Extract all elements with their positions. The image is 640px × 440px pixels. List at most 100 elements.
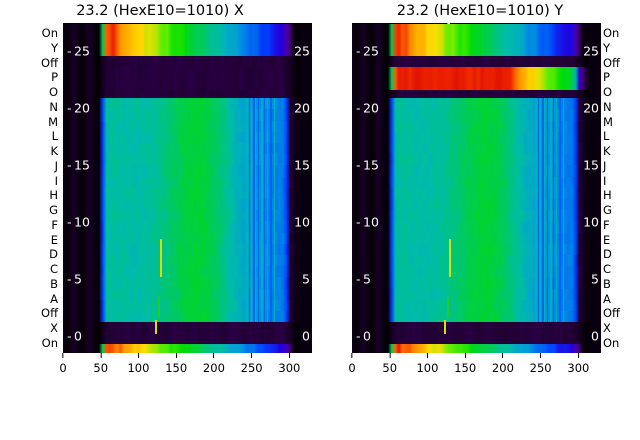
heatmap-stripe — [263, 98, 265, 323]
x-tick-label: 100 — [416, 361, 439, 375]
category-tick-label: O — [603, 85, 613, 100]
category-tick-label: M — [603, 114, 613, 129]
numeric-tick-label: -0 — [67, 328, 82, 344]
x-tick-label: 100 — [127, 361, 150, 375]
heatmap-row — [63, 109, 312, 122]
x-tick: 300 — [278, 353, 300, 375]
heatmap-row — [63, 288, 312, 301]
heatmap-row — [352, 343, 601, 353]
heatmap-stripe — [539, 98, 541, 323]
x-tick-mark — [389, 353, 391, 358]
category-tick-label: E — [50, 232, 58, 247]
x-tick-label: 50 — [93, 361, 109, 375]
heatmap-row — [63, 56, 312, 68]
x-tick-label: 150 — [165, 361, 188, 375]
heatmap-row — [352, 131, 601, 144]
heatmap-row — [63, 131, 312, 144]
numeric-tick-label: 0 — [302, 328, 310, 344]
heatmap-row — [63, 67, 312, 92]
heatmap-y: -25 -20 -15 -10 -5 -0 25 20 15 10 5 0 — [352, 23, 601, 353]
heatmap-stripe — [537, 98, 539, 323]
heatmap-row — [352, 210, 601, 223]
heatmap-stripe — [555, 98, 557, 323]
x-tick: 100 — [127, 353, 149, 375]
category-tick-label: B — [50, 276, 58, 291]
heatmap-row — [63, 322, 312, 346]
heatmap-stripe — [246, 98, 249, 323]
heatmap-row — [352, 198, 601, 211]
heatmap-row — [63, 277, 312, 290]
heatmap-stripe — [260, 98, 263, 323]
heatmap-row — [352, 311, 601, 324]
category-tick-label: O — [48, 85, 58, 100]
heatmap-stripe — [255, 98, 257, 323]
category-axis-left: On Y Off P O N M L K J I H G F E D C B A Off X On — [18, 23, 58, 353]
x-tick: 0 — [348, 353, 356, 375]
x-tick-mark — [502, 353, 504, 358]
category-tick-label: On — [41, 26, 58, 40]
heatmap-row — [352, 67, 601, 92]
heatmap-stripe — [558, 98, 561, 323]
category-tick-label: D — [49, 247, 58, 262]
category-tick-label: E — [603, 232, 611, 247]
panel-x: 23.2 (HexE10=1010) X -25 -20 -15 -10 -5 -0 25 2… — [63, 3, 312, 353]
category-tick-label: Y — [603, 40, 611, 55]
heatmap-artifact — [444, 320, 447, 334]
heatmap-row — [63, 120, 312, 133]
heatmap-row — [352, 187, 601, 200]
heatmap-artifact — [447, 297, 450, 318]
heatmap-row — [63, 142, 312, 155]
x-tick: 0 — [59, 353, 67, 375]
x-tick: 150 — [454, 353, 476, 375]
heatmap-stripe — [552, 98, 554, 323]
heatmap-row — [63, 165, 312, 178]
category-tick-label: F — [603, 217, 610, 232]
numeric-tick-label: 10 — [294, 214, 310, 230]
x-tick-label: 0 — [59, 361, 67, 375]
heatmap-stripe — [535, 98, 538, 323]
heatmap-artifact — [448, 239, 451, 277]
x-axis-left-panel: 0 50 100 150 200 250 300 — [59, 353, 312, 393]
heatmap-stripe — [250, 98, 252, 323]
heatmap-row — [63, 255, 312, 268]
numeric-tick-label: -5 — [67, 271, 82, 287]
heatmap-stripe — [266, 98, 268, 323]
x-tick-label: 300 — [567, 361, 590, 375]
numeric-tick-label: -25 — [356, 43, 379, 59]
category-tick-label: Off — [603, 55, 620, 70]
heatmap-row — [352, 288, 601, 301]
category-tick-label: X — [603, 321, 611, 336]
panel-x-title: 23.2 (HexE10=1010) X — [76, 3, 244, 19]
numeric-tick-label: 10 — [583, 214, 599, 230]
x-tick-mark — [175, 353, 177, 358]
heatmap-row — [352, 243, 601, 256]
x-tick-mark — [62, 353, 64, 358]
category-tick-label: H — [49, 188, 58, 203]
heatmap-row — [352, 109, 601, 122]
heatmap-row — [352, 277, 601, 290]
x-tick: 50 — [382, 353, 397, 375]
numeric-tick-label: -10 — [356, 214, 379, 230]
numeric-tick-label: 15 — [583, 157, 599, 173]
x-tick: 100 — [416, 353, 438, 375]
heatmap-row — [352, 232, 601, 245]
category-tick-label: G — [49, 203, 58, 218]
category-tick-label: Off — [603, 306, 620, 321]
numeric-tick-label: -20 — [356, 100, 379, 116]
category-tick-label: F — [51, 217, 58, 232]
heatmap-row — [352, 90, 601, 100]
x-tick-label: 50 — [382, 361, 398, 375]
category-tick-label: L — [51, 129, 58, 144]
x-tick-mark — [464, 353, 466, 358]
x-tick-mark — [288, 353, 290, 358]
category-tick-label: L — [603, 129, 610, 144]
numeric-tick-label: 20 — [583, 100, 599, 116]
heatmap-row — [352, 165, 601, 178]
x-tick-label: 300 — [278, 361, 301, 375]
category-tick-label: On — [41, 336, 58, 350]
heatmap-row — [352, 56, 601, 68]
heatmap-artifact — [158, 297, 161, 318]
x-tick-label: 200 — [491, 361, 514, 375]
x-tick-mark — [251, 353, 253, 358]
